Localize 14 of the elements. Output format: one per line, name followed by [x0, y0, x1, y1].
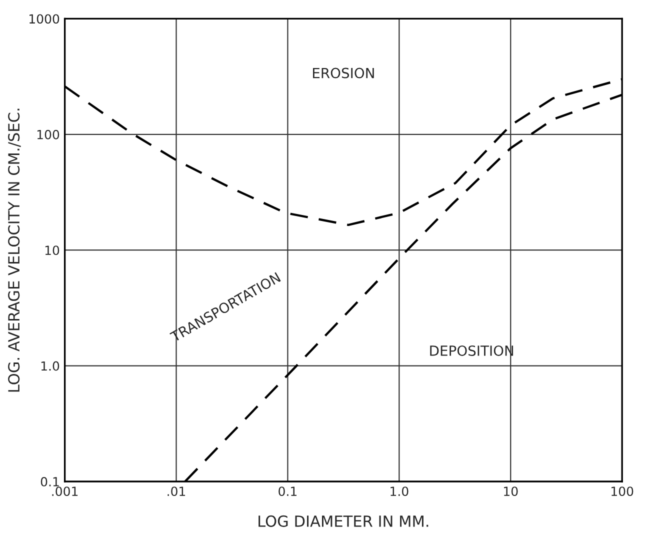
- y-tick-label: 0.1: [40, 476, 59, 486]
- x-tick-label: .001: [52, 486, 78, 496]
- annotation: EROSION: [313, 68, 374, 78]
- x-axis-title: LOG DIAMETER IN MM.: [258, 515, 428, 527]
- y-axis-title: LOG. AVERAGE VELOCITY IN CM./SEC.: [8, 108, 21, 392]
- y-tick-label: 10: [45, 246, 60, 256]
- x-tick-label: 0.1: [278, 486, 296, 496]
- y-tick-label: 1000: [30, 14, 60, 24]
- x-tick-label: 100: [612, 486, 634, 496]
- y-tick-label: 100: [37, 130, 60, 140]
- y-tick-label: 1.0: [41, 361, 60, 371]
- x-tick-label: 1.0: [390, 486, 408, 496]
- x-tick-label: .01: [168, 486, 186, 496]
- x-tick-label: 10: [504, 486, 518, 496]
